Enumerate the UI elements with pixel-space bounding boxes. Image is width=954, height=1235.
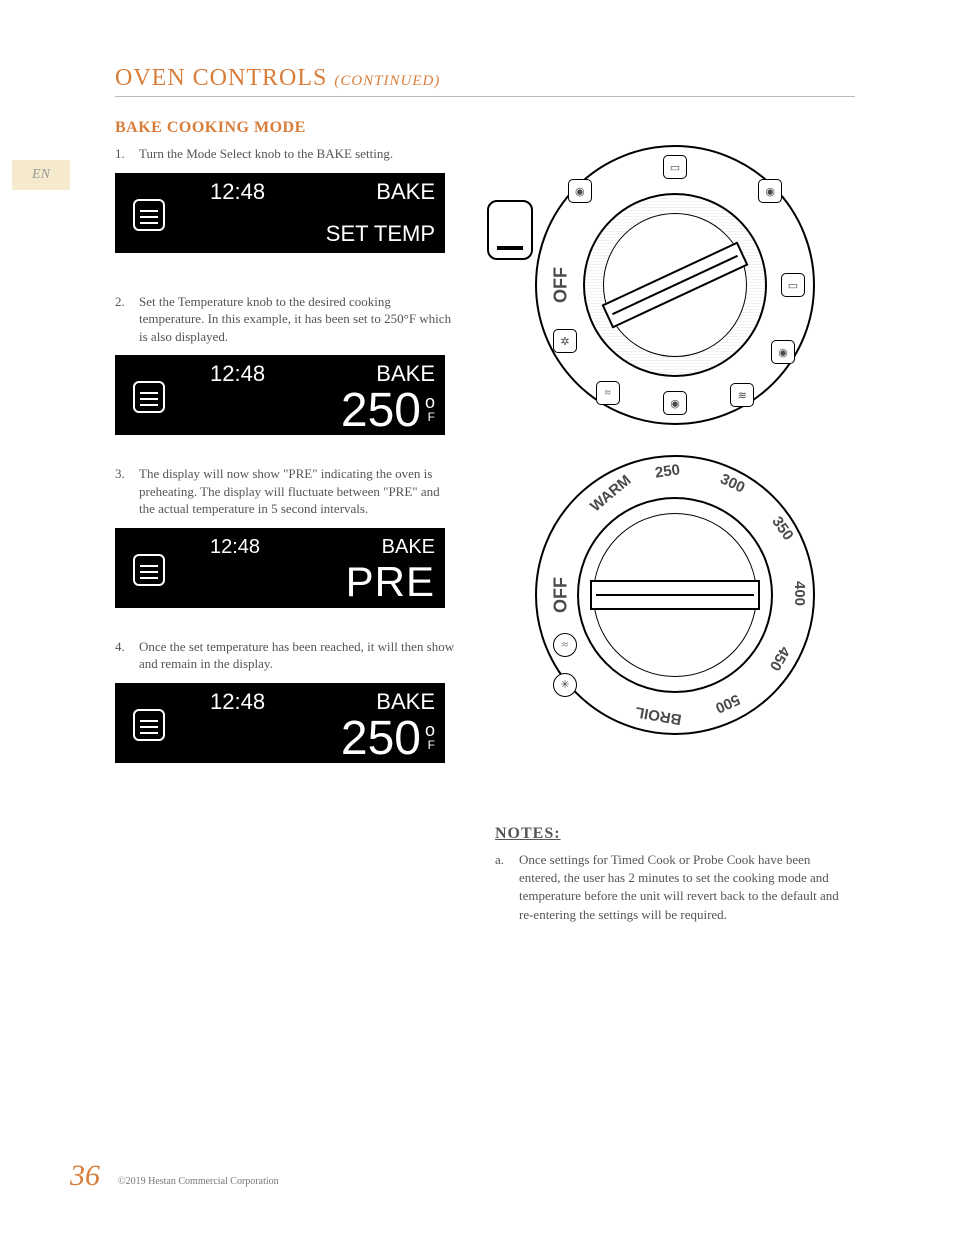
label-250: 250 <box>654 461 681 481</box>
step-1: 1. Turn the Mode Select knob to the BAKE… <box>115 145 455 163</box>
oven-display-4: 12:48 BAKE 250 o F <box>115 683 445 763</box>
display-mode: BAKE <box>376 179 435 205</box>
step-text: Once the set temperature has been reache… <box>139 638 455 673</box>
section-title: BAKE COOKING MODE <box>115 119 855 137</box>
step-4: 4. Once the set temperature has been rea… <box>115 638 455 673</box>
mode-icon: ✲ <box>553 329 577 353</box>
oven-icon <box>133 381 165 413</box>
mode-icon: ≋ <box>730 383 754 407</box>
temp-unit: F <box>428 739 435 751</box>
title-continued: (CONTINUED) <box>334 73 440 89</box>
display-pre: PRE <box>346 558 435 606</box>
step-number: 4. <box>115 638 139 673</box>
display-mode: BAKE <box>382 536 435 559</box>
oven-icon <box>133 554 165 586</box>
oven-icon <box>133 709 165 741</box>
mode-icon: ◉ <box>758 179 782 203</box>
title-main: OVEN CONTROLS <box>115 65 334 91</box>
display-time: 12:48 <box>210 689 265 715</box>
oven-display-3: 12:48 BAKE PRE <box>115 528 445 608</box>
display-time: 12:48 <box>210 179 265 205</box>
oven-display-1: 12:48 BAKE SET TEMP <box>115 173 445 253</box>
warm-icon: ≈ <box>553 633 577 657</box>
oven-icon <box>133 199 165 231</box>
temp-value: 250 <box>341 387 421 435</box>
copyright: ©2019 Hestan Commercial Corporation <box>118 1176 279 1187</box>
broil-icon: ✳ <box>553 673 577 697</box>
temp-knob-diagram: OFF ≈ ✳ WARM 250 300 350 400 450 500 BRO… <box>535 455 815 735</box>
display-temperature: 250 o F <box>341 387 435 435</box>
step-3: 3. The display will now show "PRE" indic… <box>115 465 455 518</box>
display-settemp: SET TEMP <box>326 221 435 247</box>
page-number: 36 <box>70 1159 100 1193</box>
columns: 1. Turn the Mode Select knob to the BAKE… <box>115 145 855 924</box>
right-column: OFF ▭ ◉ ▭ ◉ ≋ ◉ ≈ ✲ ◉ OFF ≈ ✳ WARM <box>495 145 855 924</box>
left-column: 1. Turn the Mode Select knob to the BAKE… <box>115 145 455 924</box>
step-number: 1. <box>115 145 139 163</box>
label-400: 400 <box>791 581 808 606</box>
step-text: The display will now show "PRE" indicati… <box>139 465 455 518</box>
display-temperature: 250 o F <box>341 715 435 763</box>
temp-value: 250 <box>341 715 421 763</box>
note-letter: a. <box>495 851 519 924</box>
small-knob-icon <box>487 200 533 260</box>
knob-off-label: OFF <box>551 267 572 303</box>
language-tab: EN <box>12 160 70 190</box>
display-time: 12:48 <box>210 536 260 559</box>
temp-degree: o <box>425 393 435 411</box>
note-text: Once settings for Timed Cook or Probe Co… <box>519 851 855 924</box>
step-2: 2. Set the Temperature knob to the desir… <box>115 293 455 346</box>
temp-degree: o <box>425 721 435 739</box>
step-text: Set the Temperature knob to the desired … <box>139 293 455 346</box>
mode-icon: ▭ <box>781 273 805 297</box>
notes-title: NOTES: <box>495 825 855 843</box>
display-time: 12:48 <box>210 361 265 387</box>
step-number: 3. <box>115 465 139 518</box>
step-number: 2. <box>115 293 139 346</box>
mode-icon: ▭ <box>663 155 687 179</box>
oven-display-2: 12:48 BAKE 250 o F <box>115 355 445 435</box>
mode-icon: ◉ <box>771 340 795 364</box>
knob-pointer <box>590 580 760 610</box>
note-item: a. Once settings for Timed Cook or Probe… <box>495 851 855 924</box>
page-title: OVEN CONTROLS (CONTINUED) <box>115 65 855 97</box>
temp-unit: F <box>428 411 435 423</box>
step-text: Turn the Mode Select knob to the BAKE se… <box>139 145 393 163</box>
page-content: OVEN CONTROLS (CONTINUED) BAKE COOKING M… <box>115 65 855 924</box>
mode-icon: ◉ <box>568 179 592 203</box>
knob-off-label: OFF <box>551 577 572 613</box>
mode-knob-diagram: OFF ▭ ◉ ▭ ◉ ≋ ◉ ≈ ✲ ◉ <box>535 145 815 425</box>
mode-icon: ≈ <box>596 381 620 405</box>
mode-icon: ◉ <box>663 391 687 415</box>
